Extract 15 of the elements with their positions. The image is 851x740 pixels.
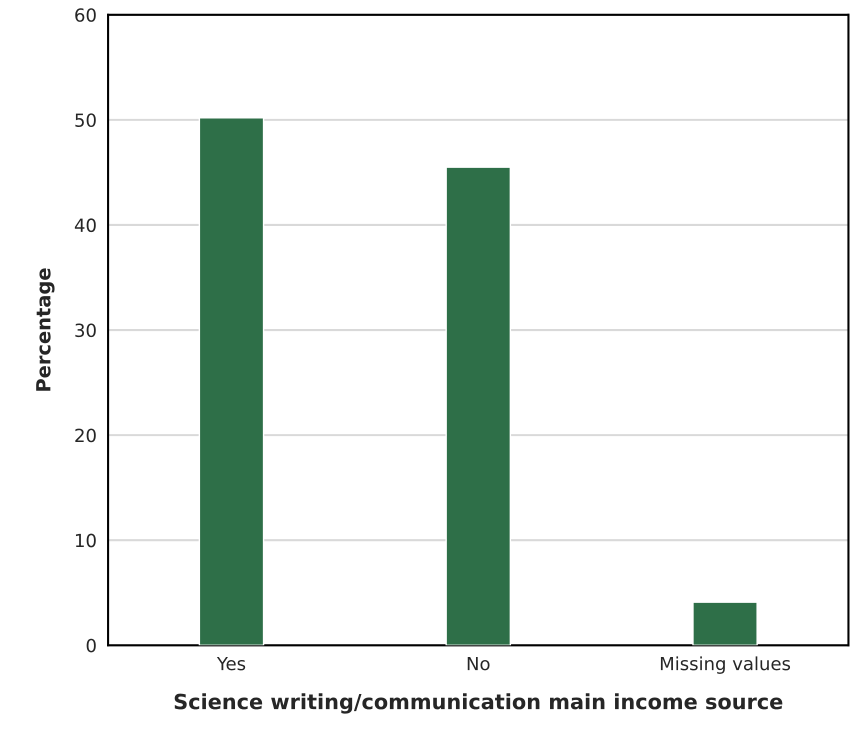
x-tick-label: Missing values (660, 656, 790, 674)
bar (692, 602, 758, 646)
y-axis-title: Percentage (36, 268, 55, 391)
x-tick-label: No (468, 656, 490, 670)
y-tick-label: 20 (75, 428, 96, 442)
x-tick-label: Yes (216, 656, 246, 670)
bar (198, 117, 264, 646)
bar (445, 166, 512, 646)
y-tick-label: 30 (75, 324, 96, 338)
y-tick-label: 60 (75, 8, 96, 22)
y-tick-label: 40 (74, 218, 96, 232)
y-tick-label: 10 (76, 534, 96, 548)
y-tick-label: 50 (75, 113, 96, 127)
y-tick-label: 0 (86, 638, 96, 652)
x-axis-title: Science writing/communication main income source (174, 693, 782, 714)
